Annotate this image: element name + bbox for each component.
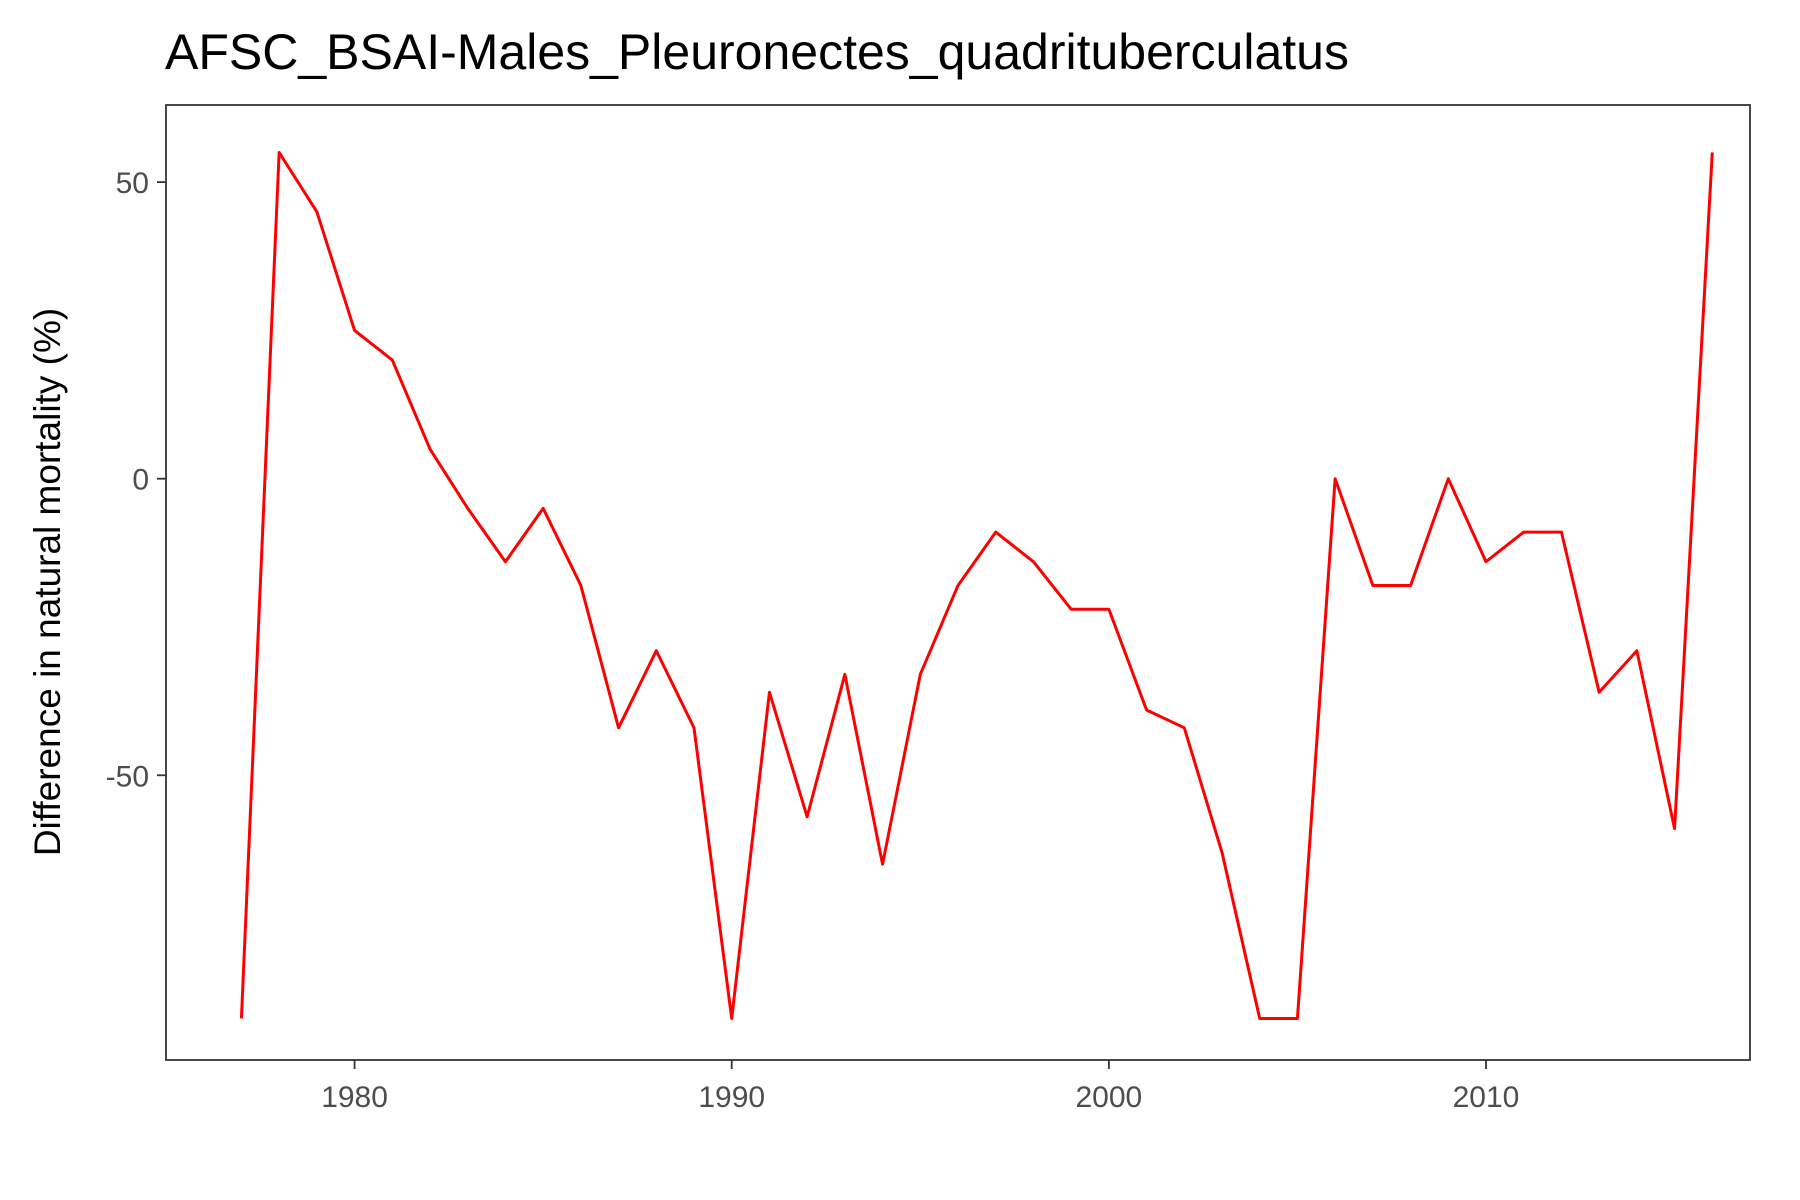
- y-axis: 50 0 -50: [106, 167, 166, 793]
- x-tick-label: 2010: [1453, 1081, 1520, 1114]
- x-tick-label: 1990: [698, 1081, 765, 1114]
- x-tick-label: 1980: [321, 1081, 388, 1114]
- plot-panel-border: [165, 104, 1751, 1061]
- y-tick-label: -50: [106, 760, 149, 793]
- series-layer: [239, 150, 1714, 1020]
- x-axis: 1980 1990 2000 2010: [321, 1060, 1519, 1114]
- y-tick-label: 0: [132, 464, 149, 497]
- series-line: [239, 150, 1714, 1020]
- y-axis-title: Difference in natural mortality (%): [27, 308, 68, 856]
- y-tick-label: 50: [116, 167, 149, 200]
- x-tick-label: 2000: [1075, 1081, 1142, 1114]
- chart-title: AFSC_BSAI-Males_Pleuronectes_quadrituber…: [165, 24, 1349, 80]
